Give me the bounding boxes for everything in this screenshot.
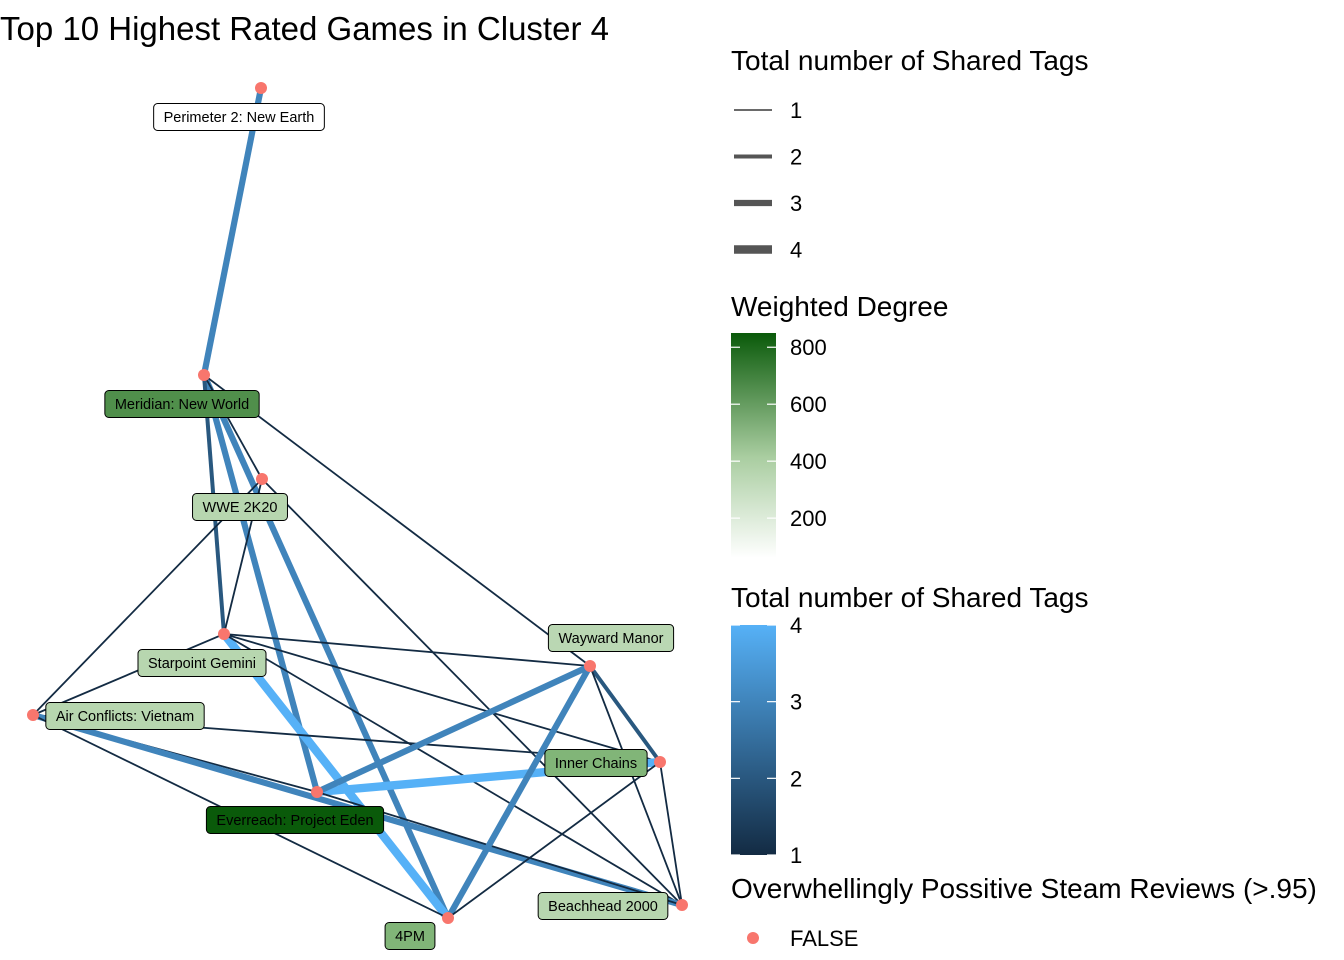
node-point-layer <box>27 82 688 924</box>
node-label-text: Air Conflicts: Vietnam <box>56 709 194 725</box>
node-point-meridian <box>198 369 210 381</box>
legend-color-tick-label: 1 <box>790 843 802 868</box>
edge-starpoint-airconflicts <box>32 633 225 716</box>
edge-wayward-innerchains <box>588 664 662 764</box>
edge-innerchains-4pm <box>447 761 661 919</box>
node-label-text: Perimeter 2: New Earth <box>164 110 315 126</box>
legend-fill-title: Weighted Degree <box>731 291 948 322</box>
node-label-4pm: 4PM <box>384 922 436 950</box>
node-label-meridian: Meridian: New World <box>104 390 260 418</box>
node-point-innerchains <box>654 756 666 768</box>
legend-edge-width: Total number of Shared Tags 1 2 3 4 <box>731 45 1088 263</box>
legend-width-label: 4 <box>790 238 802 263</box>
legend-point-label: FALSE <box>790 926 858 951</box>
node-label-text: Starpoint Gemini <box>148 656 256 672</box>
node-label-text: Wayward Manor <box>558 631 663 647</box>
legend-width-title: Total number of Shared Tags <box>731 45 1088 76</box>
legend-point-key <box>747 932 759 944</box>
legend-point-title: Overwhellingly Possitive Steam Reviews (… <box>731 873 1317 904</box>
legend-width-label: 3 <box>790 191 802 216</box>
edge-everreach-wayward <box>315 663 592 795</box>
legend-color-tick-label: 3 <box>790 690 802 715</box>
node-label-box <box>104 390 260 418</box>
legend-width-label: 1 <box>790 98 802 123</box>
node-label-text: Meridian: New World <box>115 397 249 413</box>
edge-meridian-4pm <box>201 373 451 920</box>
legend-width-label: 2 <box>790 145 802 170</box>
node-label-text: Everreach: Project Eden <box>216 813 373 829</box>
node-label-text: Inner Chains <box>555 756 637 772</box>
node-point-wwe <box>256 473 268 485</box>
edge-meridian-wayward <box>203 374 591 667</box>
edge-perimeter-meridian <box>200 87 265 376</box>
legend-shared-tags-color: Total number of Shared Tags 1 2 3 4 <box>731 582 1088 868</box>
edge-starpoint-4pm <box>220 631 452 921</box>
edge-wayward-4pm <box>445 664 593 920</box>
node-label-box <box>205 806 385 834</box>
node-point-4pm <box>442 912 454 924</box>
edge-starpoint-beachhead <box>223 633 683 906</box>
node-label-text: 4PM <box>395 929 425 945</box>
node-label-wwe: WWE 2K20 <box>192 493 288 521</box>
edge-starpoint-wayward <box>223 633 591 667</box>
legend-weighted-degree: Weighted Degree 200 400 600 800 <box>731 291 948 558</box>
legend-fill-tick-label: 200 <box>790 506 827 531</box>
node-point-airconflicts <box>27 709 39 721</box>
node-label-box <box>192 493 288 521</box>
legend-point: Overwhellingly Possitive Steam Reviews (… <box>731 873 1317 951</box>
legend-fill-tick-label: 800 <box>790 335 827 360</box>
node-label-layer: Perimeter 2: New Earth Meridian: New Worl… <box>45 103 675 950</box>
legend-color-title: Total number of Shared Tags <box>731 582 1088 613</box>
node-label-airconflicts: Air Conflicts: Vietnam <box>45 702 205 730</box>
node-label-text: Beachhead 2000 <box>548 899 658 915</box>
node-point-everreach <box>311 786 323 798</box>
edge-wwe-beachhead <box>261 478 683 906</box>
edge-layer <box>32 87 683 921</box>
node-label-box <box>45 702 205 730</box>
legend-color-tick-label: 4 <box>790 613 802 638</box>
node-label-innerchains: Inner Chains <box>544 749 648 777</box>
node-label-box <box>137 649 267 677</box>
legend-fill-tick-label: 400 <box>790 449 827 474</box>
node-label-box <box>544 749 648 777</box>
legend-fill-colorbar <box>731 333 776 558</box>
node-point-wayward <box>584 660 596 672</box>
legend-color-tick-label: 2 <box>790 766 802 791</box>
node-label-wayward: Wayward Manor <box>547 624 675 652</box>
node-label-perimeter: Perimeter 2: New Earth <box>153 103 325 131</box>
node-label-starpoint: Starpoint Gemini <box>137 649 267 677</box>
node-label-text: WWE 2K20 <box>203 500 278 516</box>
edge-starpoint-innerchains <box>223 633 661 763</box>
node-point-beachhead <box>676 899 688 911</box>
legend-fill-tick-label: 600 <box>790 392 827 417</box>
node-label-everreach: Everreach: Project Eden <box>205 806 385 834</box>
node-label-box <box>153 103 325 131</box>
node-label-box <box>384 922 436 950</box>
chart-title: Top 10 Highest Rated Games in Cluster 4 <box>0 10 609 47</box>
node-point-starpoint <box>218 628 230 640</box>
node-label-box <box>547 624 675 652</box>
node-label-beachhead: Beachhead 2000 <box>537 892 669 920</box>
edge-wayward-beachhead <box>589 665 683 906</box>
edge-innerchains-beachhead <box>659 761 683 906</box>
node-label-box <box>537 892 669 920</box>
node-point-perimeter <box>255 82 267 94</box>
legend-color-colorbar <box>731 625 776 855</box>
